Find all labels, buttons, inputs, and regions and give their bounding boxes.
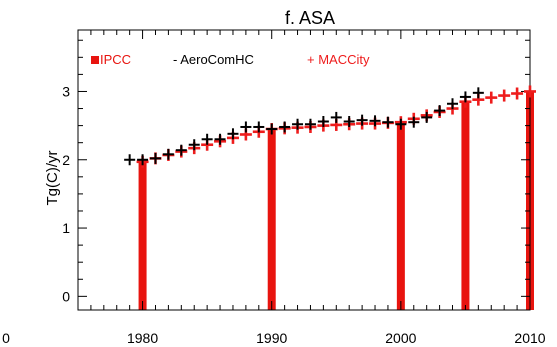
aerocom-point	[266, 123, 278, 135]
aerocom-point	[447, 98, 459, 110]
aerocom-point	[292, 118, 304, 130]
aerocom-point	[459, 91, 471, 103]
aerocom-point	[137, 154, 149, 166]
maccity-point	[498, 89, 511, 102]
aerocom-point	[382, 116, 394, 128]
y-tick-label: 2	[62, 152, 70, 168]
aerocom-point	[175, 144, 187, 156]
x-tick-label: 2000	[385, 330, 416, 346]
aerocom-point	[395, 118, 407, 130]
aerocom-point	[227, 128, 239, 140]
aerocom-point	[149, 152, 161, 164]
axis-ticks: 1980 1990 2000 2010 0 1 2 3	[62, 30, 546, 346]
maccity-point	[511, 87, 524, 100]
legend-swatch-ipcc	[91, 56, 99, 64]
aerocom-point	[253, 121, 265, 133]
aerocom-point	[421, 111, 433, 123]
plot-border	[77, 29, 531, 311]
aerocom-point	[369, 115, 381, 127]
aerocom-point	[188, 139, 200, 151]
x-tick-label-edge: 0	[2, 330, 10, 346]
legend-label-aerocom: - AeroComHC	[173, 52, 254, 67]
aerocom-point	[317, 116, 329, 128]
legend: IPCC - AeroComHC + MACCity	[91, 52, 370, 67]
chart-title: f. ASA	[285, 8, 335, 28]
legend-label-maccity: + MACCity	[307, 52, 370, 67]
aerocom-point	[304, 118, 316, 130]
y-tick-label: 1	[62, 220, 70, 236]
maccity-point	[485, 91, 498, 104]
ipcc-bar	[138, 161, 147, 310]
x-tick-label: 2010	[514, 330, 545, 346]
ipcc-bar	[461, 101, 470, 311]
ipcc-bar	[396, 122, 405, 310]
plot-frame	[77, 29, 531, 311]
aerocom-point	[201, 133, 213, 145]
y-axis-label: Tg(C)/yr	[44, 151, 61, 206]
aerocom-point	[356, 114, 368, 126]
x-tick-label: 1990	[256, 330, 287, 346]
aerocom-point	[240, 121, 252, 133]
aerocom-point	[408, 116, 420, 128]
maccity-point	[524, 85, 536, 98]
aerocom-point	[279, 121, 291, 133]
y-tick-label: 3	[62, 83, 70, 99]
aerocom-point	[330, 111, 342, 123]
legend-label-ipcc: IPCC	[100, 52, 131, 67]
ipcc-bar	[267, 129, 276, 310]
aerocom-series	[124, 87, 484, 166]
x-tick-label: 1980	[127, 330, 158, 346]
y-tick-label: 0	[62, 288, 70, 304]
aerocom-point	[162, 148, 174, 160]
aerocom-point	[434, 105, 446, 117]
aerocom-point	[124, 154, 136, 166]
aerocom-point	[343, 116, 355, 128]
maccity-series	[136, 85, 536, 168]
aerocom-point	[214, 133, 226, 145]
aerocom-point	[472, 87, 484, 99]
